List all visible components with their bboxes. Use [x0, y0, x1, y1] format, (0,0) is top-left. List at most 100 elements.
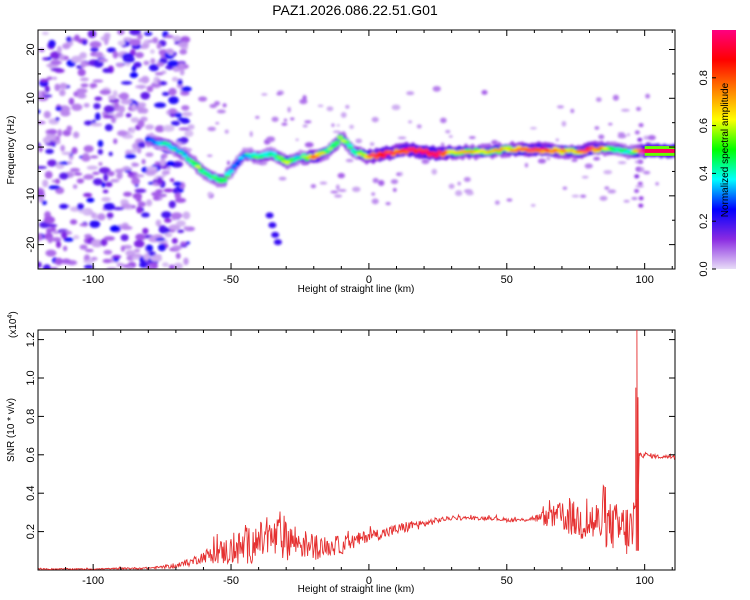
noise-blob — [87, 30, 97, 38]
noise-blob — [80, 60, 87, 69]
noise-blob — [79, 223, 89, 227]
noise-blob — [352, 186, 361, 193]
noise-blob — [168, 224, 181, 231]
noise-blob — [44, 85, 50, 93]
noise-blob — [131, 177, 141, 186]
noise-blob — [143, 31, 153, 36]
noise-blob — [151, 83, 162, 87]
noise-blob — [336, 124, 340, 127]
noise-blob — [581, 175, 589, 179]
noise-blob — [334, 194, 343, 198]
y-tick-label: 0.4 — [25, 486, 37, 501]
noise-blob — [177, 41, 189, 48]
noise-blob — [59, 82, 68, 90]
noise-blob — [345, 158, 354, 163]
noise-blob — [421, 158, 430, 165]
y-tick-label: 0.6 — [25, 447, 37, 462]
noise-blob — [224, 129, 229, 134]
noise-blob — [167, 60, 179, 68]
noise-blob — [72, 131, 80, 139]
noise-blob — [145, 265, 153, 269]
colorbar-scale — [712, 30, 736, 269]
noise-blob — [61, 230, 68, 239]
noise-blob — [131, 205, 136, 209]
noise-blob — [159, 158, 166, 167]
noise-blob — [92, 178, 103, 186]
noise-blob — [147, 39, 155, 43]
ridge-cell — [330, 145, 337, 148]
noise-blob — [92, 171, 100, 175]
noise-blob — [77, 68, 86, 77]
y-tick-label: 0.8 — [25, 409, 37, 424]
noise-blob — [150, 58, 156, 64]
noise-blob — [635, 185, 644, 188]
noise-blob — [137, 33, 143, 40]
noise-blob — [145, 124, 155, 130]
colorbar-tick-label: 0.4 — [698, 166, 710, 181]
noise-blob — [41, 31, 49, 36]
noise-blob — [135, 174, 145, 178]
noise-blob — [79, 244, 88, 250]
noise-blob — [607, 189, 617, 194]
noise-blob — [117, 40, 126, 46]
noise-blob — [371, 198, 379, 205]
noise-blob — [249, 131, 253, 137]
noise-blob — [166, 160, 176, 167]
ridge-cell — [217, 180, 225, 184]
y-tick-label: 20 — [25, 43, 37, 55]
noise-blob — [157, 243, 167, 252]
noise-blob — [355, 138, 363, 144]
noise-blob — [612, 94, 619, 101]
ridge-cell — [337, 136, 344, 139]
noise-blob — [261, 93, 268, 96]
noise-blob — [408, 120, 413, 124]
noise-blob — [278, 176, 287, 181]
noise-blob — [164, 218, 172, 223]
noise-blob — [122, 244, 133, 250]
noise-blob — [397, 136, 407, 140]
ridge-cell — [181, 154, 188, 158]
noise-blob — [180, 241, 187, 246]
noise-blob — [187, 124, 195, 130]
ridge-cell — [188, 159, 195, 163]
noise-blob — [133, 61, 142, 68]
noise-blob — [108, 151, 113, 157]
noise-blob — [337, 172, 346, 179]
noise-blob — [349, 124, 354, 129]
noise-blob — [121, 167, 133, 171]
noise-blob — [571, 194, 580, 198]
noise-blob — [45, 249, 57, 257]
noise-blob — [431, 168, 438, 175]
noise-blob — [141, 75, 150, 84]
ridge-cell — [224, 174, 231, 178]
noise-blob — [137, 141, 146, 149]
x-tick-label: 0 — [366, 575, 372, 587]
ridge-cell — [178, 151, 185, 155]
noise-blob — [45, 148, 54, 154]
noise-blob — [60, 110, 71, 117]
noise-blob — [123, 37, 133, 41]
ridge-cell — [634, 174, 640, 179]
noise-blob — [43, 94, 53, 98]
noise-blob — [185, 241, 191, 245]
noise-blob — [156, 62, 165, 67]
noise-blob — [66, 36, 72, 43]
ridge-cell — [581, 149, 589, 152]
noise-blob — [416, 124, 422, 129]
noise-blob — [101, 182, 106, 188]
noise-blob — [172, 187, 179, 194]
noise-blob — [55, 240, 62, 249]
noise-blob — [148, 64, 159, 72]
noise-blob — [83, 264, 94, 269]
noise-blob — [131, 162, 140, 167]
noise-blob — [465, 191, 474, 196]
noise-blob — [584, 163, 593, 169]
noise-blob — [304, 142, 314, 148]
noise-blob — [330, 190, 339, 194]
noise-blob — [207, 191, 213, 197]
x-tick-label: 50 — [501, 575, 513, 587]
ridge-cell — [502, 147, 509, 150]
noise-blob — [150, 256, 163, 262]
colorbar-tick-label: 0.0 — [698, 261, 710, 276]
noise-blob — [89, 41, 102, 48]
